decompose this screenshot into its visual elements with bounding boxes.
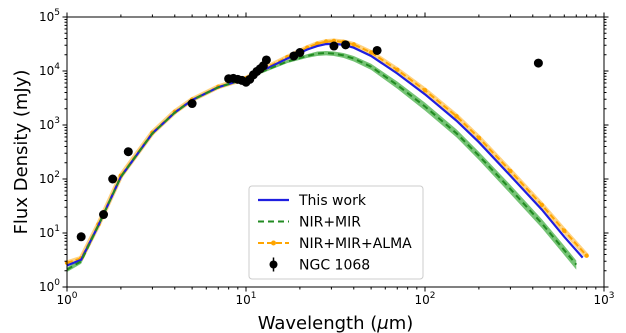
ngc-1068-point	[372, 45, 382, 55]
y-tick-base: 10	[39, 10, 54, 24]
nir-mir-alma-marker	[422, 88, 428, 93]
y-axis-label: Flux Density (mJy)	[11, 70, 32, 235]
legend-swatch-marker-nir-mir-alma	[271, 240, 276, 246]
x-tick-label: 100	[56, 291, 77, 307]
plot-frame	[66, 16, 605, 288]
ngc-1068-point	[341, 40, 351, 50]
nir-mir-alma-marker	[454, 114, 459, 119]
y-tick-exponent: 1	[54, 224, 60, 234]
axis-ticks	[62, 12, 609, 292]
y-tick-base: 10	[39, 118, 54, 132]
y-tick-exponent: 5	[54, 8, 60, 18]
nir-mir-alma-marker	[395, 67, 400, 73]
x-axis-label-prefix: Wavelength (	[258, 313, 378, 333]
legend-label-nir-mir-alma: NIR+MIR+ALMA	[299, 236, 412, 252]
x-axis-label-symbol: μ	[376, 313, 388, 333]
y-tick-base: 10	[39, 64, 54, 78]
x-tick-exponent: 0	[72, 291, 78, 301]
x-axis-label-suffix: m)	[389, 313, 414, 333]
ngc-1068-point	[187, 99, 197, 109]
y-tick-label: 100	[39, 278, 60, 294]
y-tick-label: 102	[39, 170, 60, 186]
x-tick-exponent: 2	[430, 291, 436, 301]
x-tick-exponent: 1	[251, 291, 257, 301]
ngc-1068-point	[329, 41, 339, 51]
ngc-1068-point	[76, 232, 86, 242]
legend-entries: This work NIR+MIR NIR+MIR+ALMA NGC 1068	[258, 193, 412, 274]
model-curves	[64, 38, 589, 271]
x-tick-label: 101	[235, 291, 256, 307]
y-tick-label: 104	[39, 62, 60, 78]
legend-swatch-ngc-1068	[269, 260, 278, 269]
ngc-1068-point	[261, 55, 271, 65]
ngc-1068-point	[99, 210, 109, 220]
x-axis-label: Wavelength (μm)	[258, 313, 414, 333]
x-tick-base: 10	[235, 293, 250, 307]
y-tick-base: 10	[39, 280, 54, 294]
this-work-line	[66, 42, 584, 267]
ngc-1068-point	[123, 147, 133, 157]
y-tick-exponent: 4	[54, 62, 60, 72]
y-tick-exponent: 0	[54, 278, 60, 288]
legend-entry-nir-mir-alma: NIR+MIR+ALMA	[258, 236, 412, 252]
ngc-1068-point	[533, 58, 543, 68]
ngc-1068-point	[108, 174, 118, 184]
nir-mir-alma-marker	[368, 50, 374, 55]
legend-label-this-work: This work	[298, 193, 367, 209]
legend-entry-nir-mir: NIR+MIR	[258, 215, 361, 231]
ngc-1068-point	[295, 48, 305, 58]
legend-label-nir-mir: NIR+MIR	[299, 215, 361, 231]
legend: This work NIR+MIR NIR+MIR+ALMA NGC 1068	[248, 185, 424, 280]
y-tick-label: 101	[39, 224, 60, 240]
x-tick-label: 102	[414, 291, 435, 307]
nir-mir-alma-marker	[539, 202, 545, 208]
y-tick-exponent: 2	[54, 170, 60, 180]
nir-mir-alma-marker	[476, 135, 482, 140]
x-tick-exponent: 3	[609, 291, 615, 301]
nir-mir-alma-marker	[508, 168, 513, 174]
x-tick-base: 10	[56, 293, 71, 307]
y-tick-base: 10	[39, 226, 54, 240]
nir-mir-alma-marker	[584, 253, 589, 258]
nir-mir-line	[66, 52, 578, 271]
y-tick-label: 105	[39, 8, 60, 24]
nir-mir-alma-marker	[562, 228, 567, 233]
x-tick-base: 10	[414, 293, 429, 307]
nir-mir-alma-marker	[351, 42, 356, 47]
observed-points	[76, 40, 543, 242]
legend-entry-ngc-1068: NGC 1068	[269, 257, 370, 274]
x-tick-base: 10	[593, 293, 608, 307]
legend-entry-this-work: This work	[258, 193, 367, 209]
y-tick-label: 103	[39, 116, 60, 132]
legend-label-ngc-1068: NGC 1068	[299, 258, 370, 274]
legend-box	[248, 185, 424, 280]
y-tick-base: 10	[39, 172, 54, 186]
nir-mir-alma-marker	[323, 39, 329, 44]
x-tick-label: 103	[593, 291, 614, 307]
y-tick-exponent: 3	[54, 116, 60, 126]
